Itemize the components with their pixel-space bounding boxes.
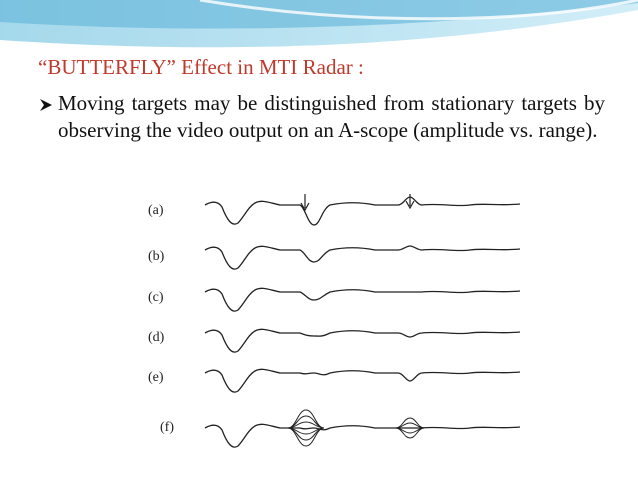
butterfly-trace [395, 417, 425, 429]
butterfly-trace [287, 415, 325, 429]
butterfly-trace [287, 427, 325, 441]
swoosh-line [199, 0, 638, 21]
butterfly-trace [287, 421, 325, 429]
waveform [204, 196, 521, 226]
figure-label: (c) [148, 290, 164, 305]
figure-label: (a) [148, 203, 164, 218]
waveform [204, 245, 521, 270]
waveform [204, 287, 521, 312]
figure-label: (b) [148, 249, 165, 264]
figure-label: (f) [160, 420, 174, 435]
waveform [204, 368, 521, 393]
butterfly-trace [395, 422, 425, 429]
bullet-text: Moving targets may be distinguished from… [58, 91, 605, 142]
bullet-arrow [40, 99, 52, 111]
title: “BUTTERFLY” Effect in MTI Radar : [38, 55, 364, 79]
header-decoration [0, 0, 638, 48]
arrow [405, 194, 415, 210]
butterfly-trace [287, 427, 325, 435]
bullet-item: Moving targets may be distinguished from… [38, 90, 605, 144]
figure-label: (d) [148, 330, 165, 345]
arrow [300, 194, 310, 212]
butterfly-trace [395, 427, 425, 434]
figure-box [138, 190, 526, 452]
butterfly-trace [395, 427, 425, 439]
butterfly-trace [287, 409, 325, 429]
figure-label: (e) [148, 370, 164, 385]
butterfly-trace [287, 427, 325, 447]
waveform [204, 328, 521, 353]
